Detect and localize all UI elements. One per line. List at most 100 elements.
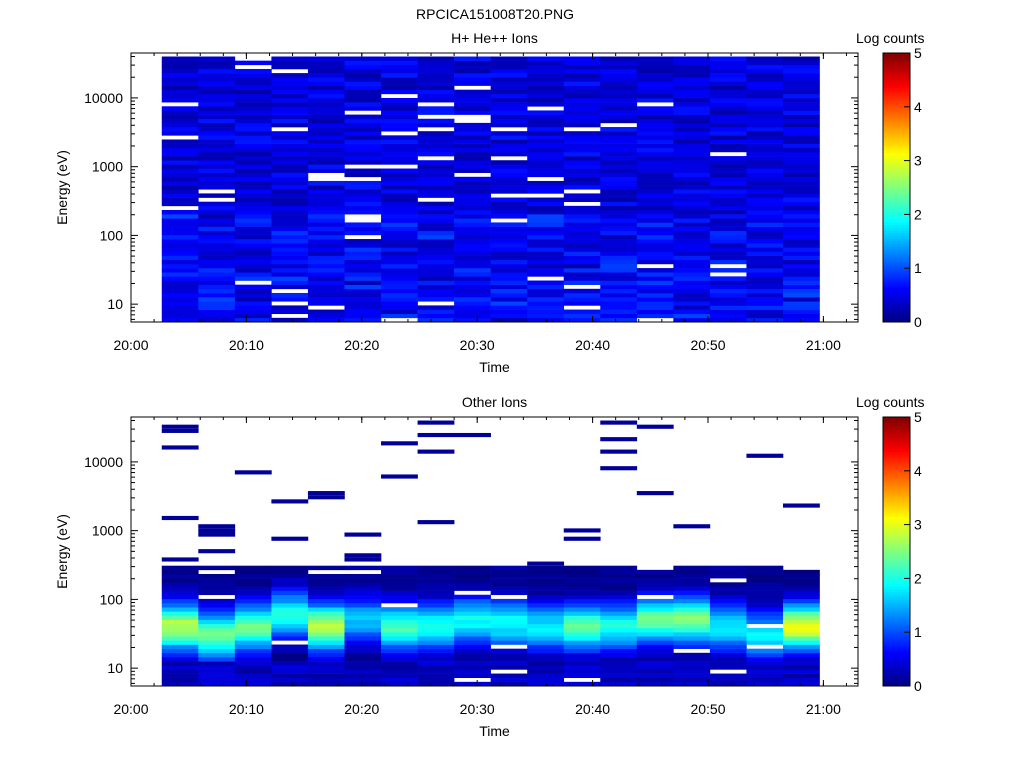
heatmap-cell	[344, 292, 382, 298]
heatmap-cell	[161, 615, 199, 620]
colorbar-segment	[883, 497, 910, 501]
x-axis-label: Time	[479, 359, 510, 375]
heatmap-cell	[709, 313, 747, 319]
heatmap-cell	[344, 251, 382, 256]
heatmap-cell	[307, 114, 345, 120]
heatmap-cell	[746, 317, 784, 323]
heatmap-cell	[198, 131, 236, 136]
heatmap-cell	[381, 168, 418, 173]
heatmap-cell	[454, 268, 491, 273]
heatmap-cell	[673, 565, 711, 571]
heatmap-cell	[161, 578, 199, 583]
heatmap-cell	[161, 110, 199, 115]
heatmap-cell	[490, 607, 528, 612]
heatmap-cell	[636, 582, 674, 587]
x-tick-label: 20:00	[113, 337, 148, 353]
heatmap-cell	[271, 656, 309, 662]
heatmap-cell	[527, 598, 565, 604]
heatmap-cell	[782, 64, 820, 70]
heatmap-cell	[307, 98, 345, 103]
heatmap-cell	[454, 185, 491, 190]
heatmap-cell	[490, 259, 528, 265]
colorbar-segment	[883, 492, 910, 496]
colorbar-segment	[883, 281, 910, 285]
heatmap-cell	[527, 77, 565, 82]
heatmap-cell	[527, 89, 565, 95]
heatmap-cell	[454, 160, 491, 165]
heatmap-cell	[490, 114, 528, 120]
heatmap-cell	[454, 280, 491, 285]
heatmap-cell	[417, 263, 455, 269]
heatmap-cell	[271, 284, 309, 290]
colorbar-segment	[883, 120, 910, 124]
heatmap-cell	[746, 255, 784, 261]
colorbar-segment	[883, 516, 910, 520]
heatmap-cell	[636, 276, 674, 281]
heatmap-cell	[490, 255, 528, 261]
colorbar-segment	[883, 160, 910, 164]
heatmap-cell	[454, 582, 491, 587]
colorbar-segment	[883, 171, 910, 175]
heatmap-cell	[636, 640, 674, 645]
heatmap-cell	[636, 176, 674, 182]
heatmap-cell	[198, 118, 236, 124]
heatmap-cell	[746, 652, 784, 658]
heatmap-cell	[490, 110, 528, 115]
heatmap-cell	[600, 81, 638, 86]
heatmap-cell	[234, 574, 272, 579]
colorbar-segment	[883, 79, 910, 83]
heatmap-cell	[673, 677, 711, 683]
heatmap-cell	[198, 77, 236, 82]
heatmap-cell	[746, 263, 784, 269]
heatmap-cell	[490, 81, 528, 86]
heatmap-cell	[454, 222, 491, 227]
heatmap-cell	[782, 60, 820, 66]
heatmap-cell	[271, 77, 309, 82]
heatmap-cell	[234, 205, 272, 211]
heatmap-cell	[490, 131, 528, 136]
heatmap-cell	[234, 201, 272, 207]
heatmap-cell	[527, 656, 565, 662]
heatmap-cell	[198, 528, 236, 533]
heatmap-cell	[563, 255, 601, 261]
heatmap-cell	[782, 151, 820, 157]
heatmap-cell	[307, 139, 345, 144]
heatmap-cell	[709, 673, 747, 679]
heatmap-cell	[161, 582, 199, 587]
heatmap-cell	[198, 615, 236, 620]
heatmap-cell	[271, 239, 309, 244]
heatmap-cell	[746, 168, 784, 173]
heatmap-cell	[234, 309, 272, 315]
heatmap-cell	[563, 89, 601, 95]
heatmap-cell	[782, 268, 820, 273]
heatmap-cell	[417, 574, 455, 579]
heatmap-cell	[271, 255, 309, 261]
heatmap-cell	[234, 313, 272, 319]
heatmap-cell	[600, 574, 638, 579]
heatmap-cell	[673, 636, 711, 641]
heatmap-cell	[271, 89, 309, 95]
heatmap-cell	[234, 569, 272, 575]
x-tick-label: 20:40	[575, 337, 610, 353]
heatmap-cell	[381, 607, 418, 612]
heatmap-cell	[198, 73, 236, 78]
colorbar-segment	[883, 222, 910, 226]
heatmap-cell	[563, 214, 601, 219]
heatmap-cell	[417, 214, 455, 219]
heatmap-cell	[344, 557, 382, 562]
heatmap-cell	[381, 77, 418, 82]
heatmap-cell	[600, 619, 638, 625]
heatmap-cell	[600, 239, 638, 244]
heatmap-cell	[782, 623, 820, 629]
heatmap-cell	[344, 93, 382, 99]
heatmap-cell	[600, 118, 638, 124]
heatmap-cell	[161, 656, 199, 662]
heatmap-cell	[234, 305, 272, 310]
heatmap-cell	[234, 565, 272, 571]
heatmap-cell	[198, 661, 236, 666]
heatmap-cell	[271, 147, 309, 153]
colorbar-segment	[883, 217, 910, 221]
heatmap-cell	[600, 449, 638, 454]
heatmap-cell	[490, 627, 528, 633]
heatmap-cell	[417, 160, 455, 165]
